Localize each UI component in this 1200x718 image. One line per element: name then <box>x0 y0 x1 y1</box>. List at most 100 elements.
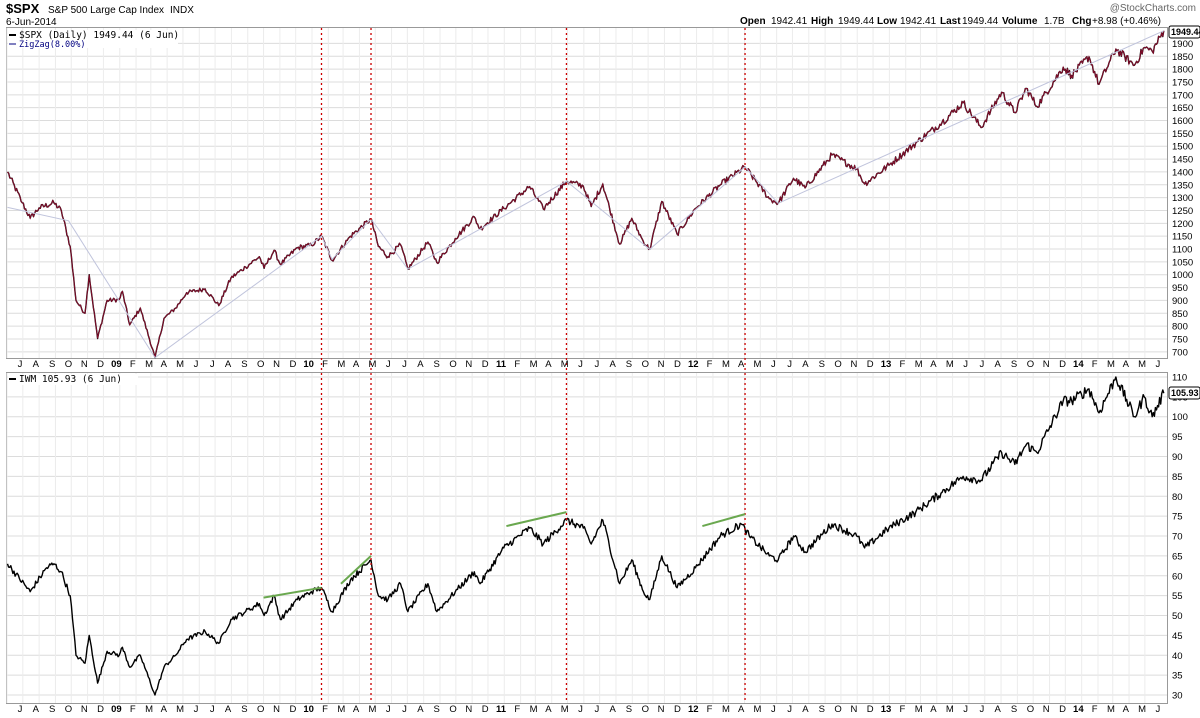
spx-y-tick-label: 1700 <box>1172 90 1193 101</box>
spx-x-tick-label: J <box>386 359 391 370</box>
spx-y-tick-label: 900 <box>1172 296 1188 307</box>
iwm-legend-label: IWM 105.93 (6 Jun) <box>19 374 122 385</box>
iwm-y-tick-label: 40 <box>1172 651 1183 662</box>
spx-x-tick-label: A <box>930 359 937 370</box>
spx-x-tick-label: M <box>1107 359 1115 370</box>
iwm-x-tick-label: N <box>81 704 88 715</box>
spx-x-tick-label: N <box>465 359 472 370</box>
spx-x-tick-label: J <box>787 359 792 370</box>
spx-x-tick-label: 11 <box>496 359 507 370</box>
iwm-x-tick-label: 11 <box>496 704 507 715</box>
iwm-x-tick-label: M <box>337 704 345 715</box>
iwm-x-tick-label: A <box>1123 704 1130 715</box>
iwm-x-tick-label: O <box>1027 704 1034 715</box>
iwm-x-tick-label: F <box>514 704 520 715</box>
iwm-x-tick-label: F <box>322 704 328 715</box>
spx-x-tick-label: A <box>995 359 1002 370</box>
spx-x-tick-label: A <box>161 359 168 370</box>
iwm-divergence-segment <box>263 586 322 599</box>
iwm-panel-frame <box>6 372 1168 704</box>
spx-price-overlay <box>7 30 1165 358</box>
iwm-x-tick-label: D <box>1059 704 1066 715</box>
spx-y-tick-label: 850 <box>1172 309 1188 320</box>
open-value: 1942.41 <box>771 16 808 27</box>
iwm-x-tick-label: O <box>449 704 456 715</box>
iwm-x-tick-label: D <box>482 704 489 715</box>
symbol-label: $SPX <box>6 1 40 16</box>
spx-y-tick-label: 750 <box>1172 334 1188 345</box>
iwm-x-tick-label: S <box>241 704 247 715</box>
iwm-x-tick-label: A <box>802 704 809 715</box>
spx-y-tick-label: 1750 <box>1172 77 1193 88</box>
iwm-x-tick-label: M <box>915 704 923 715</box>
spx-x-tick-label: F <box>514 359 520 370</box>
spx-y-tick-label: 1550 <box>1172 129 1193 140</box>
spx-x-tick-label: J <box>771 359 776 370</box>
iwm-x-tick-label: J <box>594 704 599 715</box>
spx-y-tick-label: 1500 <box>1172 142 1193 153</box>
chg-label: Chg <box>1072 16 1091 27</box>
spx-x-tick-label: D <box>289 359 296 370</box>
spx-x-tick-label: O <box>834 359 841 370</box>
spx-x-tick-label: N <box>658 359 665 370</box>
spx-x-tick-label: M <box>530 359 538 370</box>
iwm-y-tick-label: 30 <box>1172 691 1183 702</box>
iwm-x-tick-label: M <box>176 704 184 715</box>
spx-x-tick-label: F <box>1092 359 1098 370</box>
chart-date: 6-Jun-2014 <box>6 17 57 28</box>
low-value: 1942.41 <box>900 16 937 27</box>
spx-x-tick-label: D <box>97 359 104 370</box>
iwm-x-tick-label: J <box>194 704 199 715</box>
iwm-x-tick-label: J <box>771 704 776 715</box>
iwm-x-tick-label: M <box>368 704 376 715</box>
iwm-last-tag-text: 105.93 <box>1171 388 1199 398</box>
iwm-x-tick-label: J <box>210 704 215 715</box>
spx-x-tick-label: A <box>738 359 745 370</box>
spx-y-tick-label: 1250 <box>1172 206 1193 217</box>
iwm-x-tick-label: D <box>97 704 104 715</box>
iwm-x-tick-label: A <box>930 704 937 715</box>
iwm-x-tick-label: J <box>386 704 391 715</box>
iwm-y-tick-label: 50 <box>1172 611 1183 622</box>
spx-x-tick-label: S <box>49 359 55 370</box>
annotation-layer <box>263 28 746 703</box>
spx-panel-frame <box>6 27 1168 359</box>
iwm-x-tick-label: M <box>145 704 153 715</box>
high-value: 1949.44 <box>838 16 875 27</box>
iwm-x-tick-label: S <box>626 704 632 715</box>
spx-x-tick-label: A <box>1123 359 1130 370</box>
spx-x-tick-label: 12 <box>688 359 699 370</box>
chg-value: +8.98 (+0.46%) <box>1092 16 1161 27</box>
spx-x-tick-label: A <box>802 359 809 370</box>
iwm-y-tick-label: 60 <box>1172 571 1183 582</box>
spx-x-tick-label: O <box>65 359 72 370</box>
spx-y-tick-label: 1400 <box>1172 167 1193 178</box>
iwm-x-tick-label: A <box>161 704 168 715</box>
spx-x-tick-label: M <box>946 359 954 370</box>
spx-y-tick-label: 1150 <box>1172 232 1192 243</box>
spx-last-tag-text: 1949.44 <box>1171 27 1200 37</box>
ohlc-readout: Open 1942.41 High 1949.44 Low 1942.41 La… <box>740 16 1161 27</box>
chart-header: $SPX S&P 500 Large Cap Index INDX 6-Jun-… <box>6 1 1196 28</box>
iwm-x-tick-label: 13 <box>881 704 892 715</box>
iwm-x-tick-label: N <box>658 704 665 715</box>
spx-y-tick-label: 1200 <box>1172 219 1193 230</box>
spx-y-tick-label: 950 <box>1172 283 1188 294</box>
spx-x-tick-label: O <box>449 359 456 370</box>
iwm-x-tick-label: A <box>417 704 424 715</box>
volume-value: 1.7B <box>1044 16 1065 27</box>
iwm-x-tick-label: J <box>402 704 407 715</box>
watermark: @StockCharts.com <box>1110 3 1196 14</box>
iwm-x-tick-label: M <box>1138 704 1146 715</box>
iwm-x-tick-label: F <box>899 704 905 715</box>
spx-x-tick-label: J <box>594 359 599 370</box>
spx-x-tick-label: M <box>368 359 376 370</box>
spx-y-tick-label: 1650 <box>1172 103 1193 114</box>
iwm-divergence-segment <box>702 513 746 528</box>
spx-x-tick-label: D <box>482 359 489 370</box>
last-value: 1949.44 <box>962 16 999 27</box>
iwm-x-tick-label: J <box>963 704 968 715</box>
iwm-x-tick-label: M <box>530 704 538 715</box>
iwm-x-tick-label: F <box>130 704 136 715</box>
iwm-x-tick-label: D <box>289 704 296 715</box>
